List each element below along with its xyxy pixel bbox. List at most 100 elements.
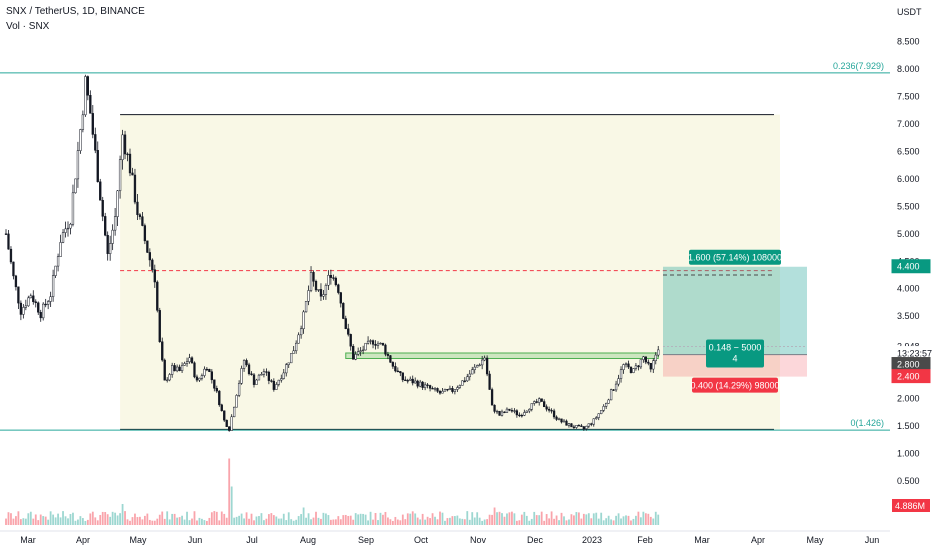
volume-bar: [582, 513, 585, 525]
volume-bar: [116, 515, 119, 525]
volume-bar: [558, 520, 560, 525]
volume-tag[interactable]: 4.886M: [895, 501, 925, 511]
support-zone[interactable]: [345, 352, 659, 359]
price-tag[interactable]: 2.800: [897, 360, 920, 370]
candle-body: [104, 216, 107, 236]
volume-bar: [205, 520, 208, 525]
candle-body: [592, 418, 595, 425]
volume-bar: [553, 518, 555, 525]
volume-bar: [34, 514, 37, 525]
volume-bar: [453, 516, 456, 525]
y-axis-unit: USDT: [897, 7, 922, 17]
volume-bar: [334, 519, 337, 525]
x-tick-label: Apr: [751, 535, 765, 545]
volume-bar: [166, 511, 169, 525]
candle-body: [572, 426, 576, 428]
candle-body: [138, 214, 142, 217]
y-tick-label: 6.500: [897, 146, 920, 156]
volume-bar: [550, 511, 553, 525]
volume-bar: [67, 518, 69, 525]
volume-bar: [248, 518, 250, 525]
price-tag-bg: [891, 369, 931, 384]
candle-body: [642, 356, 645, 360]
candle-body: [287, 362, 290, 365]
candle-body: [101, 199, 104, 217]
volume-bar: [317, 517, 320, 525]
candle-body: [89, 95, 92, 114]
candle-body: [401, 372, 404, 381]
volume-bar: [72, 512, 74, 525]
volume-bar: [622, 516, 625, 525]
volume-bar: [612, 520, 615, 525]
candle-body: [600, 410, 603, 414]
candle-body: [565, 420, 568, 426]
range-box: [120, 114, 780, 430]
volume-bar: [111, 511, 114, 525]
y-tick-label: 6.000: [897, 174, 920, 184]
volume-bar: [630, 520, 632, 525]
x-tick-label: Jun: [188, 535, 203, 545]
volume-bar: [91, 511, 94, 525]
volume-bar: [620, 518, 622, 525]
volume-bar: [491, 514, 493, 525]
volume-bar: [57, 513, 59, 525]
candle-body: [173, 365, 176, 372]
candle-body: [49, 296, 52, 302]
candle-body: [428, 385, 432, 389]
candle-body: [337, 284, 340, 293]
candle-body: [381, 342, 385, 346]
price-tag[interactable]: 2.400: [897, 372, 920, 382]
candle-body: [456, 387, 459, 390]
candle-body: [91, 113, 94, 135]
volume-bar: [384, 511, 387, 525]
volume-bar: [223, 513, 226, 525]
candle-body: [332, 277, 335, 279]
volume-bar: [515, 520, 518, 525]
volume-bar: [409, 513, 412, 525]
candle-body: [654, 354, 657, 361]
volume-bar: [364, 514, 367, 525]
candle-body: [299, 328, 303, 336]
volume-bar: [357, 514, 360, 525]
volume-bar: [362, 513, 365, 525]
candle-body: [76, 150, 80, 180]
candle-body: [220, 404, 223, 412]
y-tick-label: 5.500: [897, 201, 920, 211]
price-tag[interactable]: 4.400: [897, 262, 920, 272]
candle-body: [376, 343, 380, 346]
symbol-title[interactable]: SNX / TetherUS, 1D, BINANCE: [6, 6, 145, 17]
candle-body: [614, 383, 618, 391]
volume-bar: [426, 516, 429, 525]
candle-body: [476, 365, 479, 368]
candle-body: [66, 227, 70, 230]
volume-bar: [600, 512, 603, 525]
candle-body: [151, 259, 154, 270]
candle-body: [175, 366, 179, 372]
volume-bar: [568, 519, 570, 525]
volume-indicator-label[interactable]: Vol · SNX: [6, 21, 50, 32]
candle-body: [605, 402, 608, 407]
candle-body: [250, 373, 253, 376]
price-tag[interactable]: 13:23:57: [897, 349, 932, 359]
candle-body: [39, 312, 42, 319]
volume-bar: [486, 519, 489, 525]
volume-bar: [131, 517, 134, 525]
candle-body: [538, 398, 541, 403]
volume-bar: [69, 514, 72, 525]
candle-body: [228, 426, 231, 431]
candle-body: [359, 350, 362, 352]
candle-body: [632, 368, 635, 373]
x-tick-label: Jun: [865, 535, 880, 545]
volume-bar: [106, 514, 109, 525]
volume-bar: [498, 511, 501, 525]
candle-body: [22, 307, 25, 315]
volume-bar: [354, 513, 357, 525]
candle-body: [235, 395, 238, 408]
candle-body: [379, 342, 382, 345]
volume-bar: [81, 518, 84, 525]
candle-body: [478, 364, 481, 366]
volume-bar: [59, 517, 62, 525]
candle-body: [205, 368, 209, 371]
volume-bar: [329, 519, 332, 525]
